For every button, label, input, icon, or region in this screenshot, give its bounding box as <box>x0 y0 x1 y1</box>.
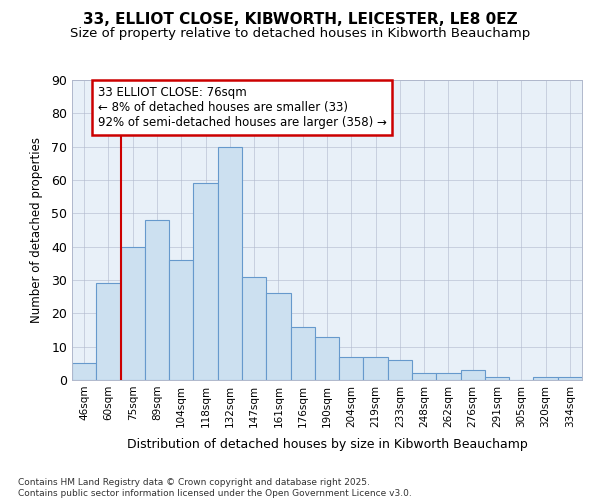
Bar <box>96 284 121 380</box>
Bar <box>364 356 388 380</box>
Bar <box>339 356 364 380</box>
Bar <box>121 246 145 380</box>
Bar <box>169 260 193 380</box>
Bar <box>533 376 558 380</box>
Text: 33, ELLIOT CLOSE, KIBWORTH, LEICESTER, LE8 0EZ: 33, ELLIOT CLOSE, KIBWORTH, LEICESTER, L… <box>83 12 517 28</box>
Bar <box>193 184 218 380</box>
Bar <box>218 146 242 380</box>
Text: Size of property relative to detached houses in Kibworth Beauchamp: Size of property relative to detached ho… <box>70 28 530 40</box>
Bar <box>558 376 582 380</box>
Bar <box>461 370 485 380</box>
Bar <box>290 326 315 380</box>
Bar <box>485 376 509 380</box>
Bar <box>412 374 436 380</box>
Bar <box>315 336 339 380</box>
Bar <box>436 374 461 380</box>
Text: Contains HM Land Registry data © Crown copyright and database right 2025.
Contai: Contains HM Land Registry data © Crown c… <box>18 478 412 498</box>
Bar <box>145 220 169 380</box>
Y-axis label: Number of detached properties: Number of detached properties <box>30 137 43 323</box>
Text: 33 ELLIOT CLOSE: 76sqm
← 8% of detached houses are smaller (33)
92% of semi-deta: 33 ELLIOT CLOSE: 76sqm ← 8% of detached … <box>97 86 386 129</box>
Bar <box>242 276 266 380</box>
Bar <box>388 360 412 380</box>
X-axis label: Distribution of detached houses by size in Kibworth Beauchamp: Distribution of detached houses by size … <box>127 438 527 451</box>
Bar <box>72 364 96 380</box>
Bar <box>266 294 290 380</box>
